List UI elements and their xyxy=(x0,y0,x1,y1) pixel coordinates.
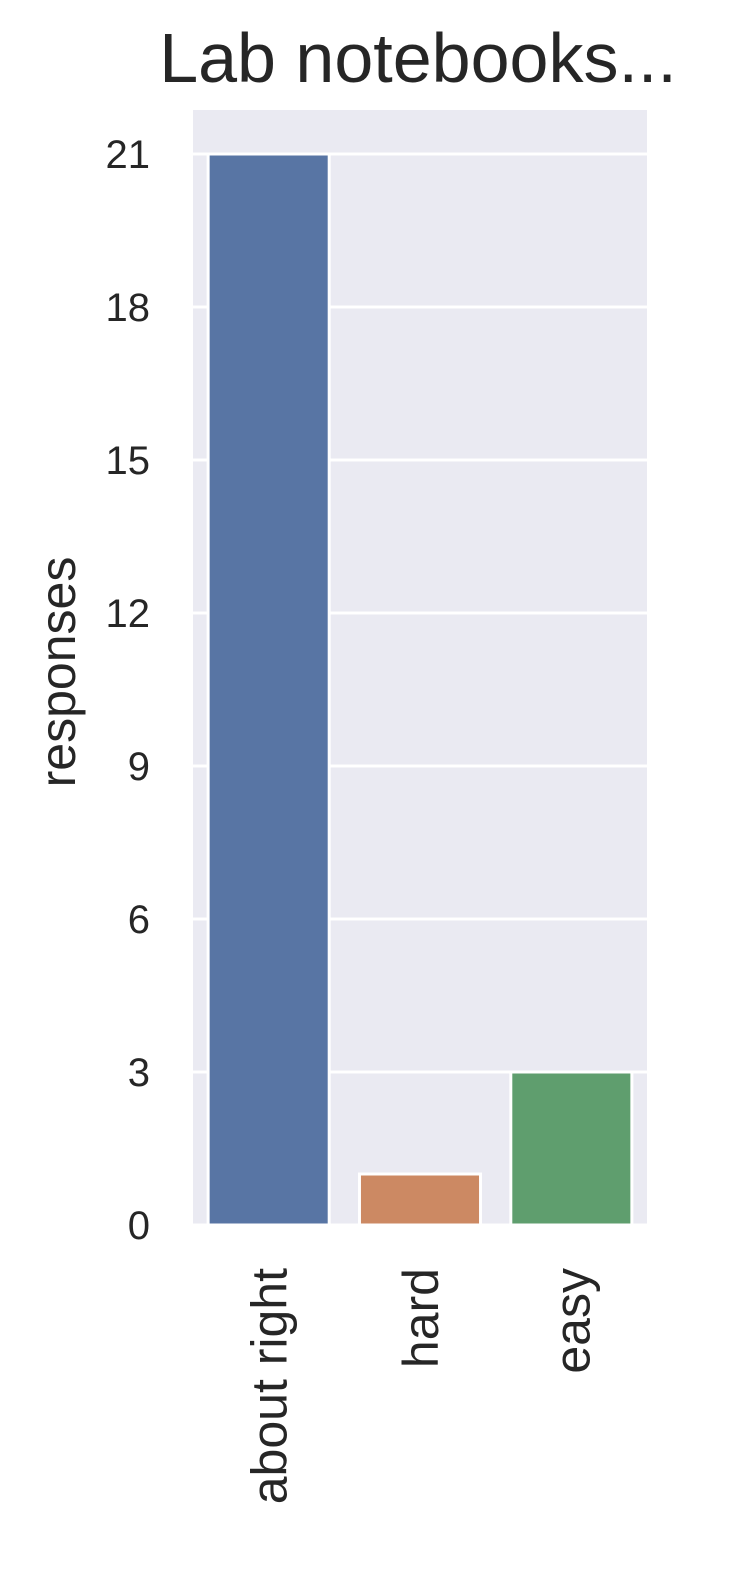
y-tick-label: 6 xyxy=(128,898,150,942)
bar xyxy=(509,1070,634,1227)
x-tick-labels: about right hard easy xyxy=(242,1268,601,1504)
y-tick-label: 9 xyxy=(128,745,150,789)
chart-title: Lab notebooks... xyxy=(159,19,677,97)
y-tick-label: 12 xyxy=(106,592,151,636)
y-tick-label: 0 xyxy=(128,1204,150,1248)
y-axis-label: responses xyxy=(30,557,86,788)
x-tick-label: easy xyxy=(544,1268,600,1374)
bar xyxy=(357,1172,483,1227)
bar xyxy=(206,152,331,1227)
y-tick-label: 3 xyxy=(128,1051,150,1095)
x-tick-label: about right xyxy=(242,1268,298,1504)
y-tick-labels: 0 3 6 9 12 15 18 21 xyxy=(106,133,151,1248)
x-tick-label: hard xyxy=(393,1268,449,1368)
bars xyxy=(206,152,634,1227)
y-tick-label: 21 xyxy=(106,133,151,177)
y-tick-label: 15 xyxy=(106,439,151,483)
y-tick-label: 18 xyxy=(106,286,151,330)
